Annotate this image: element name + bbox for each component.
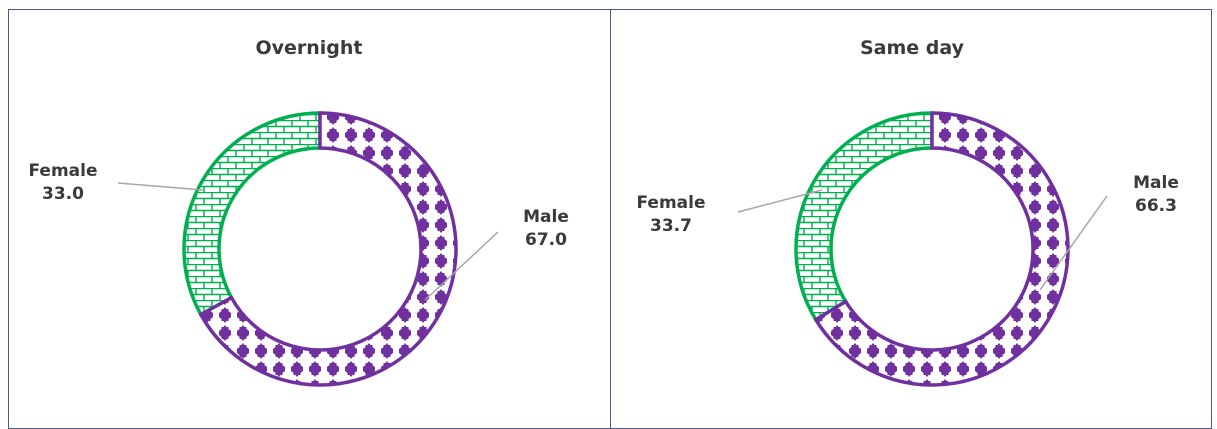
label-value-1-female: 33.7 — [650, 216, 692, 236]
same-day-title: Same day — [859, 37, 965, 59]
overnight-title: Overnight — [255, 37, 363, 59]
same-day-panel: Same day — [611, 9, 1213, 415]
leader-line-1-female — [737, 189, 823, 213]
slice-1-female — [794, 111, 934, 323]
leader-line-1-male — [1039, 195, 1108, 291]
slice-0-male — [198, 111, 458, 387]
label-value-0-female: 33.0 — [42, 184, 84, 204]
label-name-0-female: Female — [29, 161, 98, 181]
donut-charts: Female 33.0 Male 67.0 Female 33.7 Male 66.3 — [29, 111, 1179, 387]
label-value-1-male: 66.3 — [1135, 196, 1177, 216]
slice-1-male — [813, 111, 1070, 387]
label-name-1-female: Female — [637, 193, 706, 213]
label-name-0-male: Male — [523, 207, 569, 227]
slice-0-female — [182, 111, 322, 317]
panel-divider — [610, 9, 611, 429]
label-value-0-male: 67.0 — [525, 230, 567, 250]
leader-line-0-male — [424, 231, 499, 301]
overnight-panel: Overnight — [8, 9, 610, 415]
label-name-1-male: Male — [1133, 173, 1179, 193]
leader-line-0-female — [117, 182, 204, 191]
